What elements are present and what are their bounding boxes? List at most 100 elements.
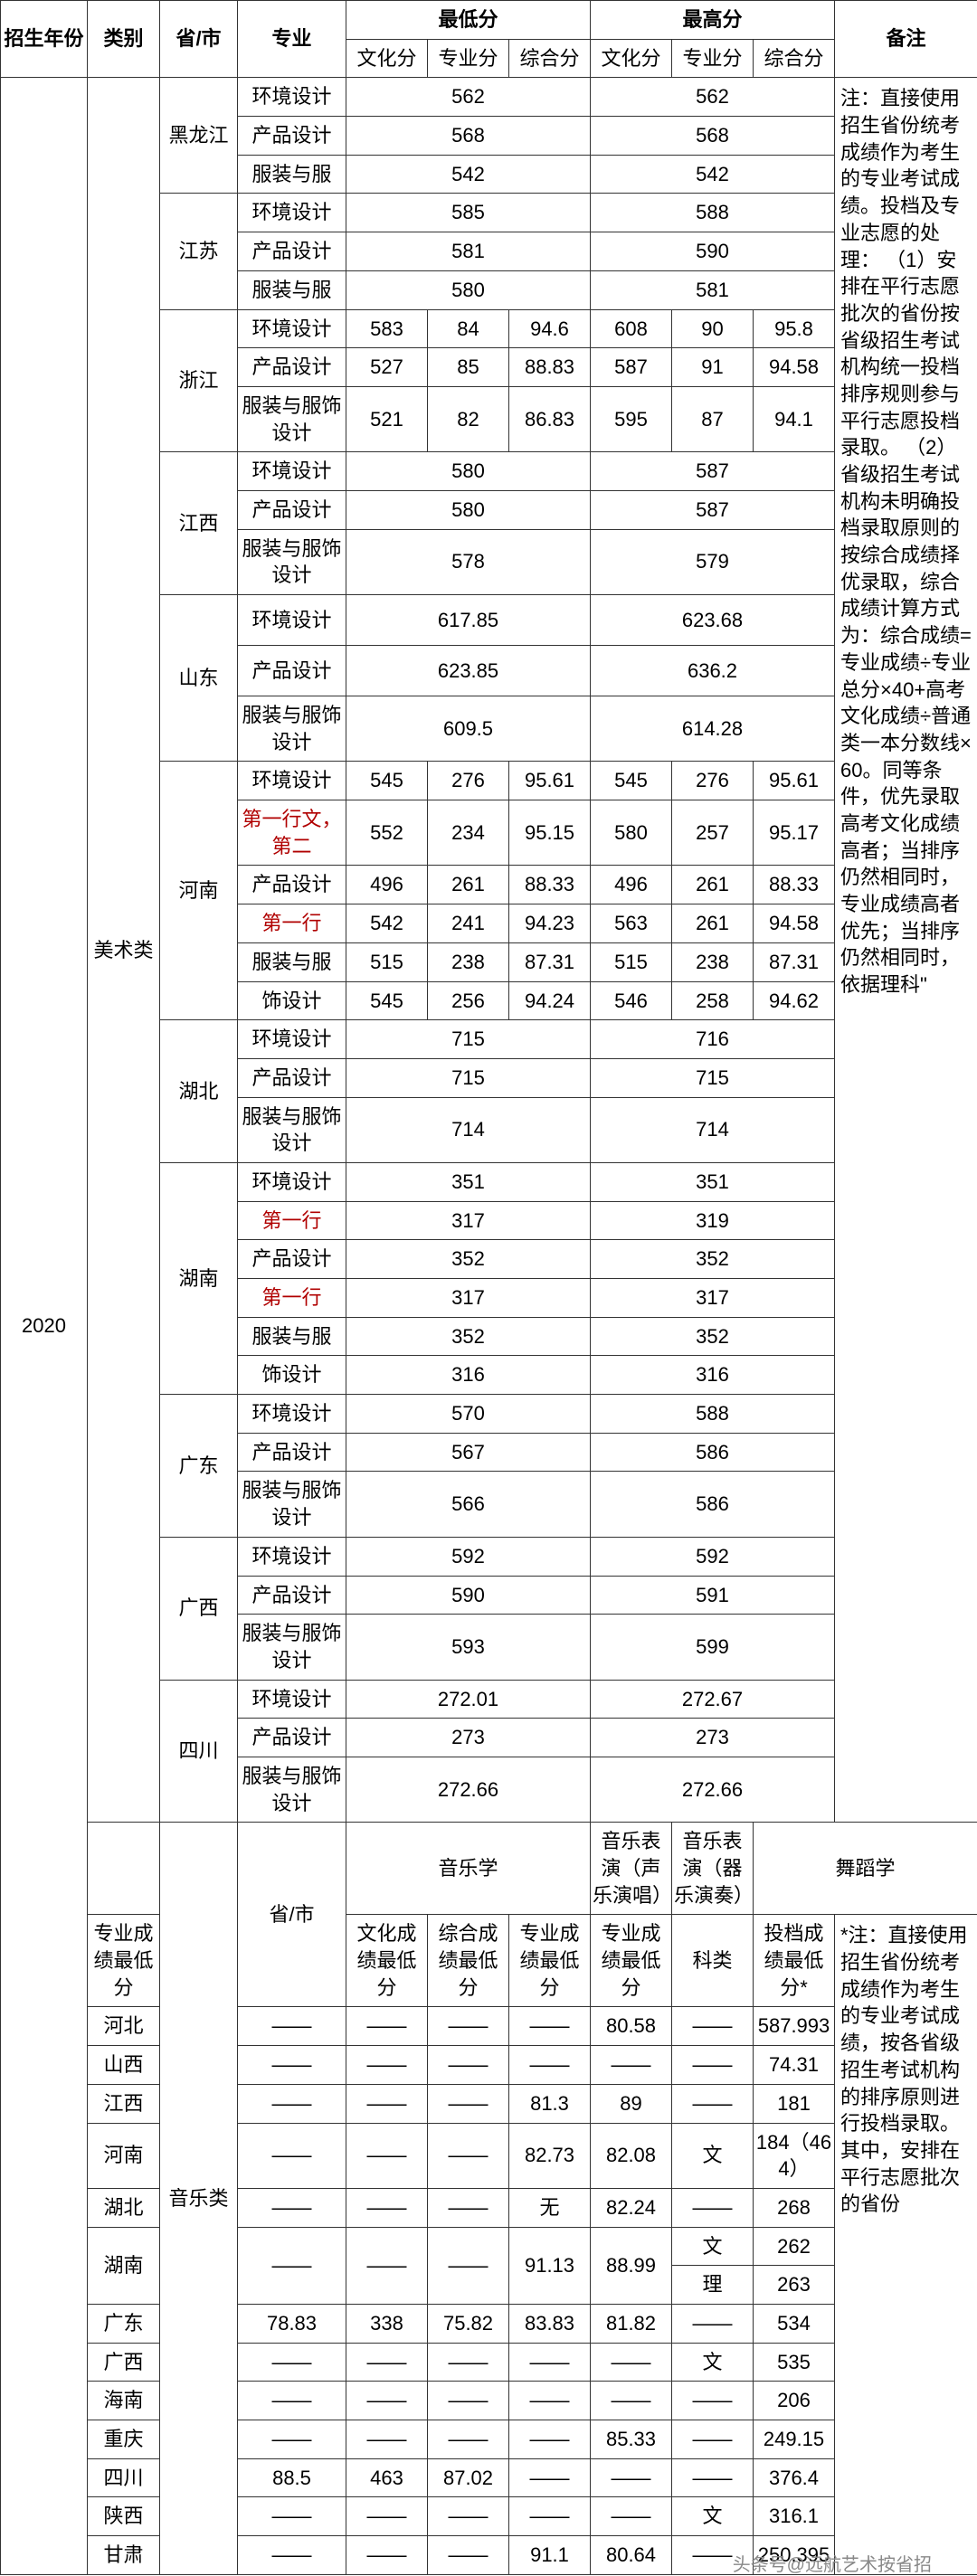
v: 文 (672, 2343, 754, 2382)
v: 181 (754, 2084, 835, 2123)
prov-hunan: 湖南 (160, 1162, 238, 1394)
low: 351 (346, 1162, 591, 1201)
high: 623.68 (591, 595, 835, 646)
high: 568 (591, 117, 835, 156)
v: 546 (591, 981, 672, 1020)
v: —— (428, 2227, 509, 2304)
v: 理 (672, 2266, 754, 2305)
v: 84 (428, 309, 509, 348)
v: —— (428, 2420, 509, 2459)
v: 595 (591, 386, 672, 451)
mprov: 河北 (88, 2007, 160, 2046)
low: 272.66 (346, 1757, 591, 1822)
v: —— (346, 2227, 428, 2304)
music-com-low: 综合成绩最低分 (428, 1915, 509, 2007)
music-vocal: 音乐表演（声乐演唱） (591, 1823, 672, 1915)
admissions-table: 招生年份 类别 省/市 专业 最低分 最高分 备注 文化分 专业分 综合分 文化… (0, 0, 977, 2575)
v: —— (346, 2343, 428, 2382)
major: 产品设计 (238, 1240, 346, 1279)
low: 580 (346, 270, 591, 309)
v: 545 (346, 762, 428, 800)
low: 316 (346, 1356, 591, 1395)
low: 352 (346, 1240, 591, 1279)
v: —— (509, 2420, 591, 2459)
v: 文 (672, 2123, 754, 2188)
low: 715 (346, 1058, 591, 1097)
hdr-culture-low: 文化分 (346, 39, 428, 78)
mprov: 四川 (88, 2458, 160, 2497)
prov-gd: 广东 (160, 1395, 238, 1538)
major: 环境设计 (238, 1395, 346, 1434)
v: 261 (672, 866, 754, 904)
v: 256 (428, 981, 509, 1020)
major: 饰设计 (238, 1356, 346, 1395)
high: 317 (591, 1279, 835, 1318)
v: 238 (428, 942, 509, 981)
v: 261 (428, 866, 509, 904)
mprov: 河南 (88, 2123, 160, 2188)
mprov: 山西 (88, 2046, 160, 2085)
mprov: 湖北 (88, 2188, 160, 2227)
hdr-province: 省/市 (160, 1, 238, 78)
low: 272.01 (346, 1680, 591, 1719)
v: 82.08 (591, 2123, 672, 2188)
v: 95.8 (754, 309, 835, 348)
cell-art-category: 美术类 (88, 78, 160, 1823)
v: —— (672, 2420, 754, 2459)
v: 94.62 (754, 981, 835, 1020)
v: —— (346, 2046, 428, 2085)
hdr-low: 最低分 (346, 1, 591, 40)
hdr-culture-high: 文化分 (591, 39, 672, 78)
v: 238 (672, 942, 754, 981)
low: 581 (346, 232, 591, 271)
high: 714 (591, 1097, 835, 1162)
high: 592 (591, 1537, 835, 1576)
cell-music-category: 音乐类 (160, 1823, 238, 2574)
v: 95.15 (509, 800, 591, 866)
v: —— (238, 2382, 346, 2420)
v: 206 (754, 2382, 835, 2420)
music-dance: 舞蹈学 (754, 1823, 977, 1915)
high: 352 (591, 1317, 835, 1356)
high: 272.66 (591, 1757, 835, 1822)
v: 257 (672, 800, 754, 866)
high: 587 (591, 452, 835, 491)
v: —— (238, 2084, 346, 2123)
v: 261 (672, 904, 754, 943)
v: 88.5 (238, 2458, 346, 2497)
v: 583 (346, 309, 428, 348)
v: 580 (591, 800, 672, 866)
prov-henan: 河南 (160, 762, 238, 1020)
v: 258 (672, 981, 754, 1020)
major: 环境设计 (238, 762, 346, 800)
music-inst: 音乐表演（器乐演奏） (672, 1823, 754, 1915)
major: 服装与服饰设计 (238, 529, 346, 594)
major: 服装与服饰设计 (238, 1472, 346, 1537)
v: 95.61 (509, 762, 591, 800)
v: —— (672, 2458, 754, 2497)
low: 570 (346, 1395, 591, 1434)
v: 88.33 (509, 866, 591, 904)
high: 588 (591, 194, 835, 232)
v: 94.23 (509, 904, 591, 943)
v: 545 (591, 762, 672, 800)
v: 82.24 (591, 2188, 672, 2227)
v: 587.993 (754, 2007, 835, 2046)
major: 服装与服 (238, 155, 346, 194)
mprov: 江西 (88, 2084, 160, 2123)
hdr-comp-low: 综合分 (509, 39, 591, 78)
major: 环境设计 (238, 1537, 346, 1576)
music-note: *注：直接使用招生省份统考成绩作为考生的专业考试成绩，按各省级招生考试机构的排序… (835, 1915, 977, 2574)
v: —— (591, 2458, 672, 2497)
v: 563 (591, 904, 672, 943)
hdr-prof-high: 专业分 (672, 39, 754, 78)
hdr-note: 备注 (835, 1, 977, 78)
prov-sc: 四川 (160, 1680, 238, 1823)
v: 94.24 (509, 981, 591, 1020)
v: —— (509, 2458, 591, 2497)
hdr-comp-high: 综合分 (754, 39, 835, 78)
v: 85 (428, 348, 509, 387)
v: —— (428, 2084, 509, 2123)
high: 319 (591, 1201, 835, 1240)
hdr-prof-low: 专业分 (428, 39, 509, 78)
